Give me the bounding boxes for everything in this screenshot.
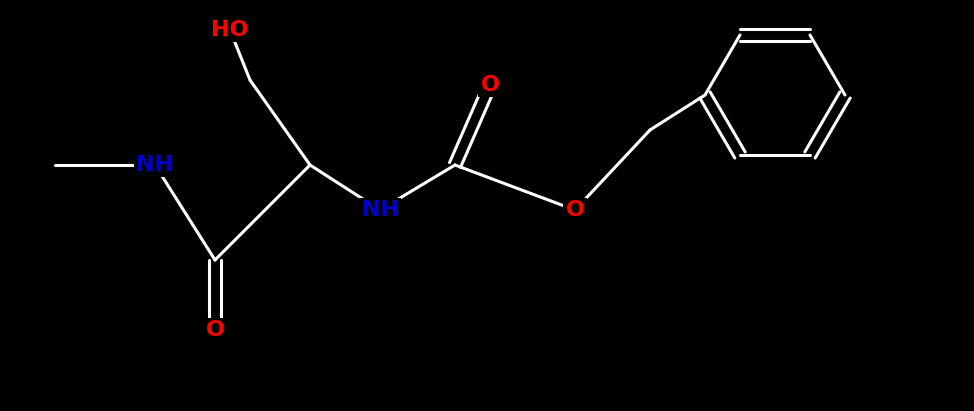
Text: NH: NH (361, 200, 398, 220)
Text: HO: HO (211, 20, 248, 40)
Text: NH: NH (136, 155, 173, 175)
Text: O: O (480, 75, 500, 95)
Text: O: O (206, 320, 224, 340)
Text: O: O (566, 200, 584, 220)
